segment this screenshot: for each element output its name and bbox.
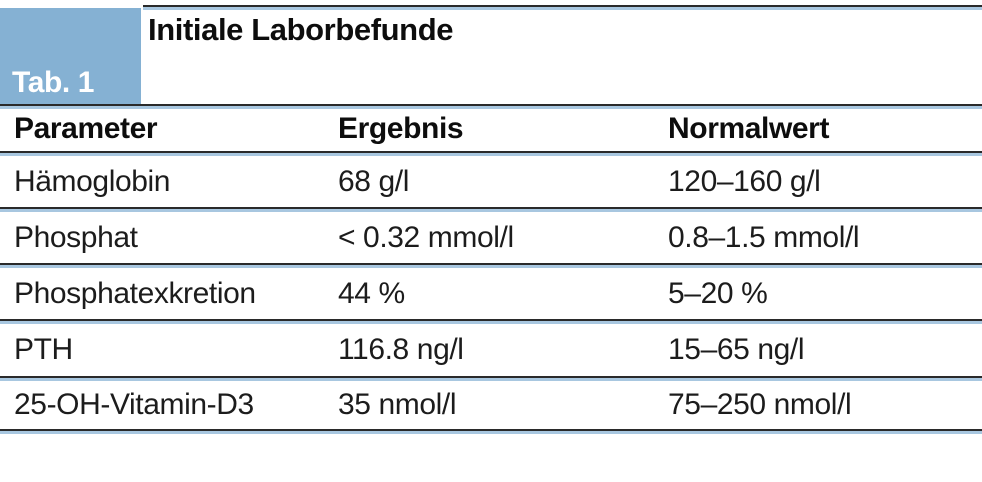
table-rule bbox=[0, 104, 982, 109]
table-rule bbox=[0, 263, 982, 268]
cell-parameter: Phosphatexkretion bbox=[14, 276, 256, 310]
table-row: Phosphat < 0.32 mmol/l 0.8–1.5 mmol/l bbox=[14, 212, 974, 263]
column-header-normalwert: Normalwert bbox=[668, 112, 830, 145]
table-row: Hämoglobin 68 g/l 120–160 g/l bbox=[14, 156, 974, 207]
cell-parameter: Hämoglobin bbox=[14, 164, 171, 198]
cell-ergebnis: < 0.32 mmol/l bbox=[338, 220, 514, 254]
top-rule bbox=[143, 5, 982, 10]
cell-normalwert: 75–250 nmol/l bbox=[668, 388, 852, 421]
column-header-ergebnis: Ergebnis bbox=[338, 112, 464, 145]
table-row: Phosphatexkretion 44 % 5–20 % bbox=[14, 268, 974, 319]
cell-ergebnis: 68 g/l bbox=[338, 164, 409, 198]
table-rule bbox=[0, 376, 982, 381]
table-row: 25-OH-Vitamin-D3 35 nmol/l 75–250 nmol/l bbox=[14, 381, 974, 429]
cell-parameter: PTH bbox=[14, 333, 73, 366]
table-rule bbox=[0, 429, 982, 434]
cell-parameter: 25-OH-Vitamin-D3 bbox=[14, 388, 254, 421]
cell-ergebnis: 116.8 ng/l bbox=[338, 333, 464, 366]
column-header-parameter: Parameter bbox=[14, 112, 158, 145]
cell-ergebnis: 44 % bbox=[338, 276, 405, 310]
tab-badge: Tab. 1 bbox=[0, 8, 141, 105]
table-title: Initiale Laborbefunde bbox=[148, 12, 454, 47]
tab-badge-label: Tab. 1 bbox=[12, 66, 95, 99]
cell-normalwert: 120–160 g/l bbox=[668, 164, 821, 198]
table-rule bbox=[0, 151, 982, 156]
table-rule bbox=[0, 319, 982, 324]
table-row: PTH 116.8 ng/l 15–65 ng/l bbox=[14, 324, 974, 376]
cell-normalwert: 0.8–1.5 mmol/l bbox=[668, 220, 860, 254]
cell-ergebnis: 35 nmol/l bbox=[338, 388, 457, 421]
table-rule bbox=[0, 207, 982, 212]
cell-normalwert: 5–20 % bbox=[668, 276, 768, 310]
cell-normalwert: 15–65 ng/l bbox=[668, 333, 805, 366]
cell-parameter: Phosphat bbox=[14, 220, 138, 254]
table-header-row: Parameter Ergebnis Normalwert bbox=[14, 107, 974, 151]
